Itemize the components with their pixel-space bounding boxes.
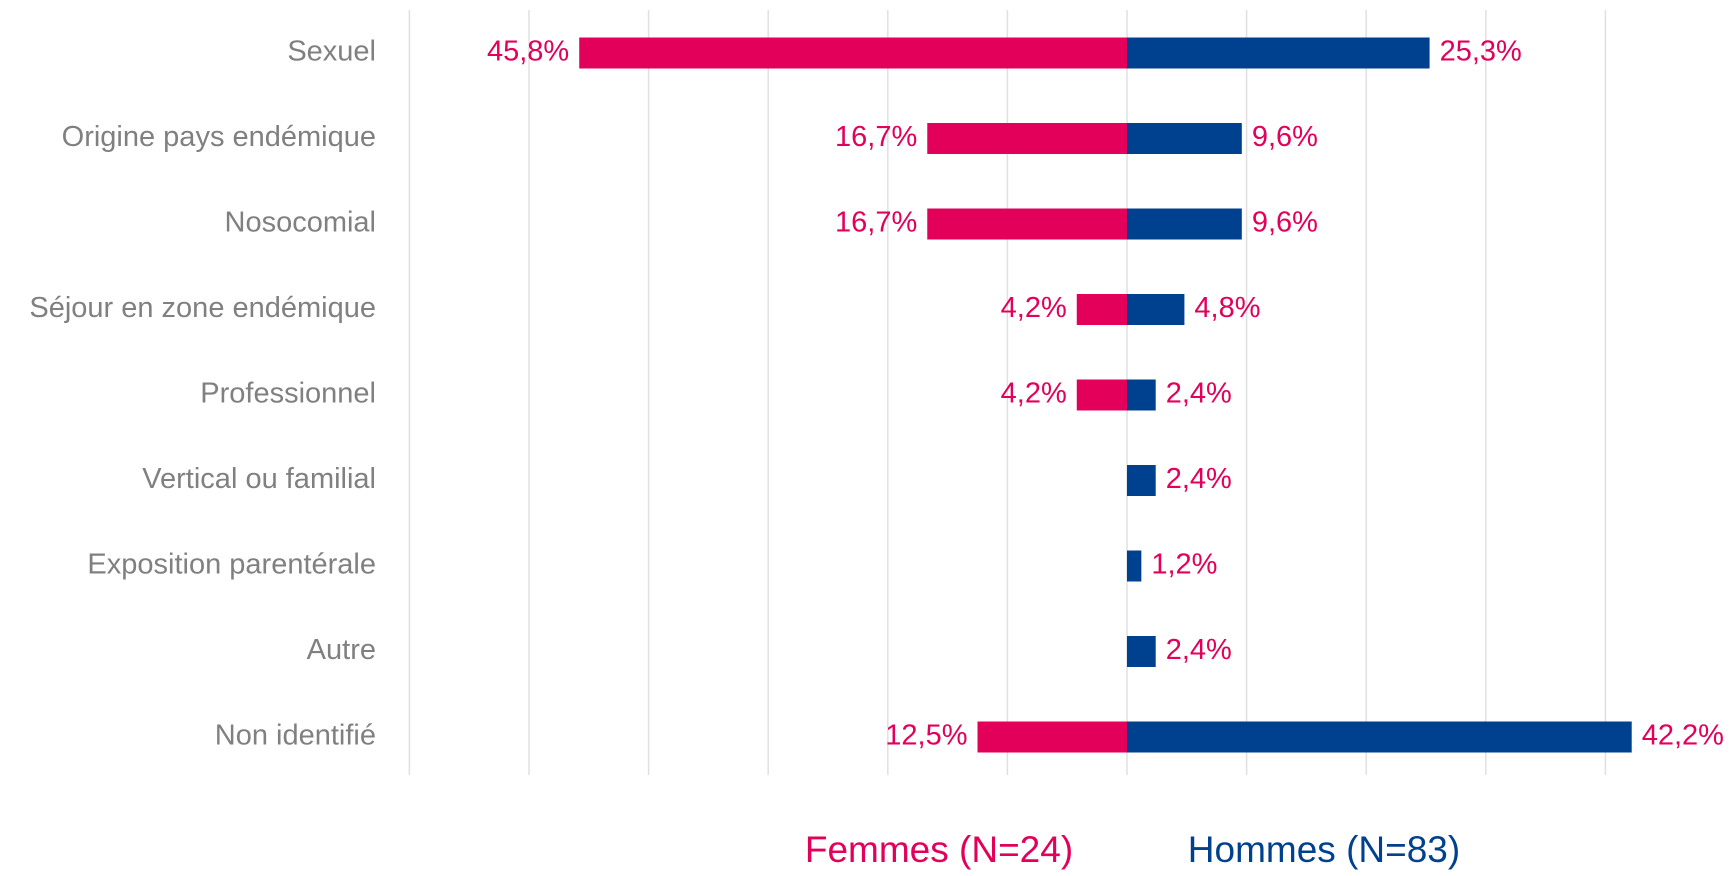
bar [1127, 379, 1156, 411]
bar [927, 123, 1127, 154]
bar [579, 37, 1127, 69]
category-label: Professionnel [200, 378, 376, 410]
category-label: Exposition parentérale [87, 549, 376, 581]
value-label: 2,4% [1166, 378, 1232, 410]
bar [1127, 37, 1430, 69]
value-label: 2,4% [1166, 463, 1232, 495]
category-label: Séjour en zone endémique [29, 292, 376, 324]
value-label: 1,2% [1151, 549, 1217, 581]
bar [1127, 294, 1185, 325]
bar [1127, 550, 1142, 582]
value-label: 16,7% [835, 207, 917, 239]
bar [1076, 294, 1127, 325]
bar [977, 721, 1127, 753]
bar [1127, 123, 1242, 154]
value-label: 12,5% [885, 720, 967, 752]
bar [1127, 721, 1632, 753]
category-label: Origine pays endémique [62, 121, 376, 153]
value-label: 25,3% [1440, 36, 1522, 68]
value-label: 16,7% [835, 121, 917, 153]
value-label: 4,2% [1001, 292, 1067, 324]
value-label: 9,6% [1252, 207, 1318, 239]
bar [1127, 465, 1156, 496]
value-label: 2,4% [1166, 634, 1232, 666]
value-label: 4,2% [1001, 378, 1067, 410]
category-label: Autre [307, 634, 376, 666]
legend-label: Femmes (N=24) [805, 829, 1073, 870]
category-label: Nosocomial [225, 207, 377, 239]
category-label: Vertical ou familial [142, 463, 376, 495]
category-label: Non identifié [215, 720, 376, 752]
bar [1076, 379, 1127, 411]
legend-label: Hommes (N=83) [1188, 829, 1460, 870]
value-label: 42,2% [1642, 720, 1724, 752]
value-label: 4,8% [1194, 292, 1260, 324]
bar [1127, 208, 1242, 240]
value-label: 9,6% [1252, 121, 1318, 153]
category-label: Sexuel [287, 36, 376, 68]
bar [1127, 636, 1156, 667]
bar [927, 208, 1127, 240]
value-label: 45,8% [487, 36, 569, 68]
